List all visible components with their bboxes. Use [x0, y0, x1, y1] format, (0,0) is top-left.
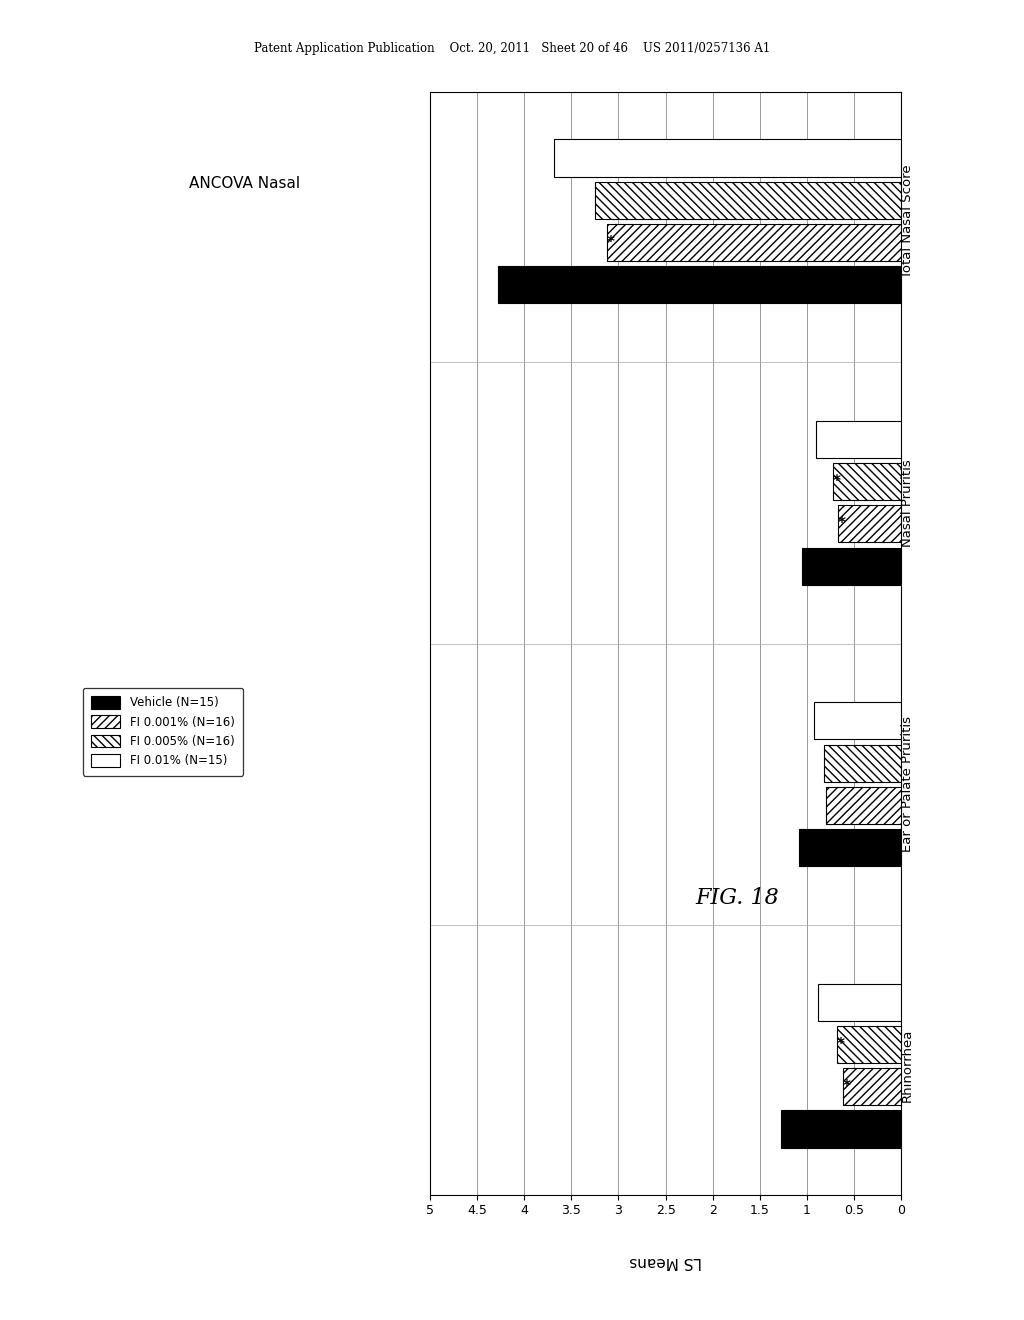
- Bar: [837, 1026, 901, 1063]
- Bar: [498, 267, 901, 304]
- Text: FIG. 18: FIG. 18: [695, 887, 779, 908]
- Text: LS Means: LS Means: [629, 1254, 702, 1269]
- Text: Rhinorrhea: Rhinorrhea: [901, 1028, 914, 1102]
- Bar: [813, 702, 901, 739]
- Bar: [838, 506, 901, 543]
- Bar: [843, 1068, 901, 1105]
- Legend: Vehicle (N=15), FI 0.001% (N=16), FI 0.005% (N=16), FI 0.01% (N=15): Vehicle (N=15), FI 0.001% (N=16), FI 0.0…: [83, 688, 243, 776]
- Text: Patent Application Publication    Oct. 20, 2011   Sheet 20 of 46    US 2011/0257: Patent Application Publication Oct. 20, …: [254, 42, 770, 55]
- Bar: [834, 463, 901, 500]
- Bar: [780, 1110, 901, 1147]
- Text: *: *: [838, 516, 846, 532]
- Text: *: *: [833, 474, 841, 490]
- Text: Ear or Palate Pruritis: Ear or Palate Pruritis: [901, 717, 914, 853]
- Text: *: *: [837, 1038, 845, 1052]
- Text: *: *: [607, 235, 614, 249]
- Bar: [802, 548, 901, 585]
- Bar: [825, 787, 901, 824]
- Bar: [818, 983, 901, 1020]
- Bar: [824, 744, 901, 781]
- Bar: [607, 224, 901, 261]
- Text: Total Nasal Score: Total Nasal Score: [901, 165, 914, 279]
- Bar: [816, 421, 901, 458]
- Bar: [800, 829, 901, 866]
- Text: *: *: [843, 1080, 850, 1094]
- Bar: [554, 140, 901, 177]
- Text: ANCOVA Nasal: ANCOVA Nasal: [189, 177, 301, 191]
- Text: Nasal Pruritis: Nasal Pruritis: [901, 459, 914, 546]
- Bar: [595, 182, 901, 219]
